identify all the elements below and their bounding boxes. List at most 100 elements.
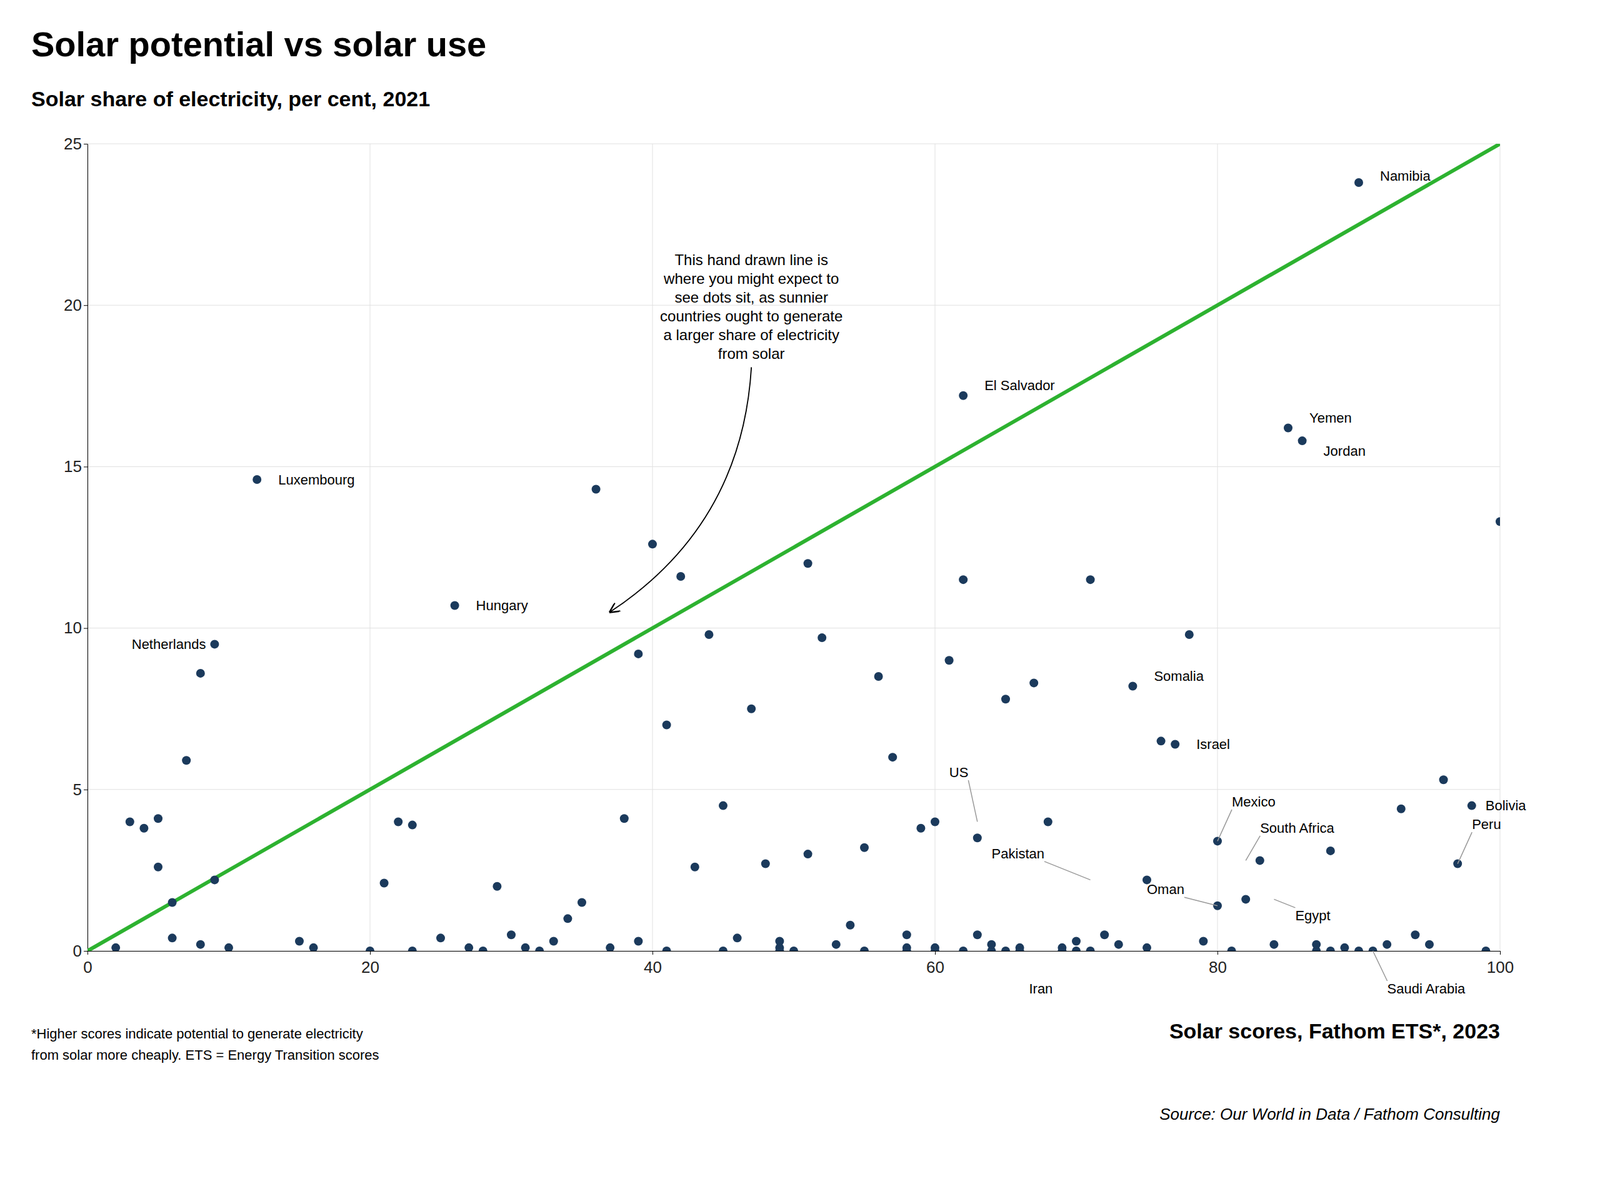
point: [1071, 946, 1081, 951]
tick-label: 5: [73, 780, 82, 799]
tick-label: 20: [361, 957, 380, 977]
point: [1029, 678, 1039, 687]
point: [1170, 740, 1180, 749]
point: [1086, 946, 1095, 951]
point: [1396, 804, 1406, 814]
point: [1100, 930, 1109, 939]
point: [845, 920, 855, 930]
point: [1057, 943, 1067, 951]
point: [309, 943, 319, 951]
grid-line: [87, 143, 1500, 145]
tick-mark: [1217, 950, 1219, 955]
point: [803, 849, 813, 859]
point: [252, 475, 262, 484]
point: [902, 943, 912, 951]
leader-line: [1184, 896, 1218, 906]
point: [902, 930, 912, 939]
reference-line: [87, 143, 1500, 951]
point: [210, 875, 219, 884]
point: [1311, 940, 1321, 949]
leader-line: [1457, 831, 1472, 864]
tick: 0: [83, 950, 92, 977]
axis-line: [88, 950, 1501, 952]
point: [1227, 946, 1237, 951]
point: [746, 704, 756, 714]
tick: 20: [63, 295, 88, 315]
x-axis-label: Solar scores, Fathom ETS*, 2023: [1169, 1018, 1500, 1043]
axis-line: [87, 144, 89, 952]
texts: Solar potential vs solar use Solar share …: [31, 24, 1501, 1124]
country-label: Saudi Arabia: [1387, 980, 1467, 997]
point: [1425, 940, 1434, 949]
grid: [87, 143, 1500, 951]
country-label: Peru: [1471, 816, 1501, 832]
point: [916, 823, 925, 833]
point: [549, 936, 559, 946]
point: [139, 823, 149, 833]
annotation-arrow: [610, 366, 752, 612]
point: [1128, 681, 1137, 691]
country-label: Netherlands: [131, 636, 207, 652]
point: [380, 878, 389, 888]
point: [577, 898, 587, 907]
country-label: US: [949, 764, 969, 780]
point: [633, 649, 643, 659]
point: [704, 630, 714, 639]
point: [775, 936, 784, 946]
point: [860, 843, 869, 852]
annotation: This hand drawn line iswhere you might e…: [660, 251, 843, 362]
point: [153, 813, 163, 823]
point: [718, 801, 728, 810]
point: [1142, 943, 1152, 951]
point: [662, 720, 672, 730]
point: [605, 943, 615, 951]
point: [1114, 940, 1124, 949]
tick: 5: [73, 780, 88, 799]
tick: 40: [643, 950, 662, 977]
point: [958, 391, 968, 400]
point: [986, 940, 996, 949]
country-label: Israel: [1196, 736, 1230, 752]
tick-mark: [83, 466, 88, 467]
point: [408, 820, 417, 830]
point: [1495, 516, 1500, 526]
point: [181, 755, 191, 765]
tick: 60: [926, 950, 945, 977]
country-label: Oman: [1146, 881, 1185, 897]
point: [1326, 846, 1335, 855]
tick-label: 0: [83, 957, 92, 977]
point: [690, 862, 700, 872]
tick: 0: [73, 941, 88, 960]
tick-mark: [652, 950, 654, 955]
point: [464, 943, 474, 951]
source: Source: Our World in Data / Fathom Consu…: [1159, 1104, 1500, 1124]
point: [224, 943, 234, 951]
grid-line: [87, 627, 1500, 629]
tick-mark: [370, 950, 371, 955]
leader-line: [1373, 950, 1388, 981]
point: [1043, 816, 1053, 826]
country-label: Somalia: [1153, 668, 1204, 684]
point: [1198, 936, 1208, 946]
tick-label: 25: [63, 134, 82, 154]
point: [1326, 946, 1335, 951]
point: [1439, 775, 1449, 784]
tick-label: 20: [63, 295, 82, 315]
point: [620, 813, 629, 823]
point: [408, 946, 417, 951]
point: [1283, 423, 1293, 432]
grid-line: [1217, 143, 1219, 951]
point: [1340, 943, 1349, 951]
point: [633, 936, 643, 946]
y-axis: 0510152025: [63, 134, 88, 960]
point: [450, 600, 460, 610]
point: [125, 816, 135, 826]
country-label: Namibia: [1380, 168, 1431, 184]
point: [648, 539, 657, 549]
point: [535, 946, 544, 951]
title: Solar potential vs solar use: [31, 24, 487, 64]
subtitle: Solar share of electricity, per cent, 20…: [31, 86, 430, 111]
point: [1354, 946, 1364, 951]
leader-line: [1273, 898, 1295, 908]
point: [789, 946, 799, 951]
